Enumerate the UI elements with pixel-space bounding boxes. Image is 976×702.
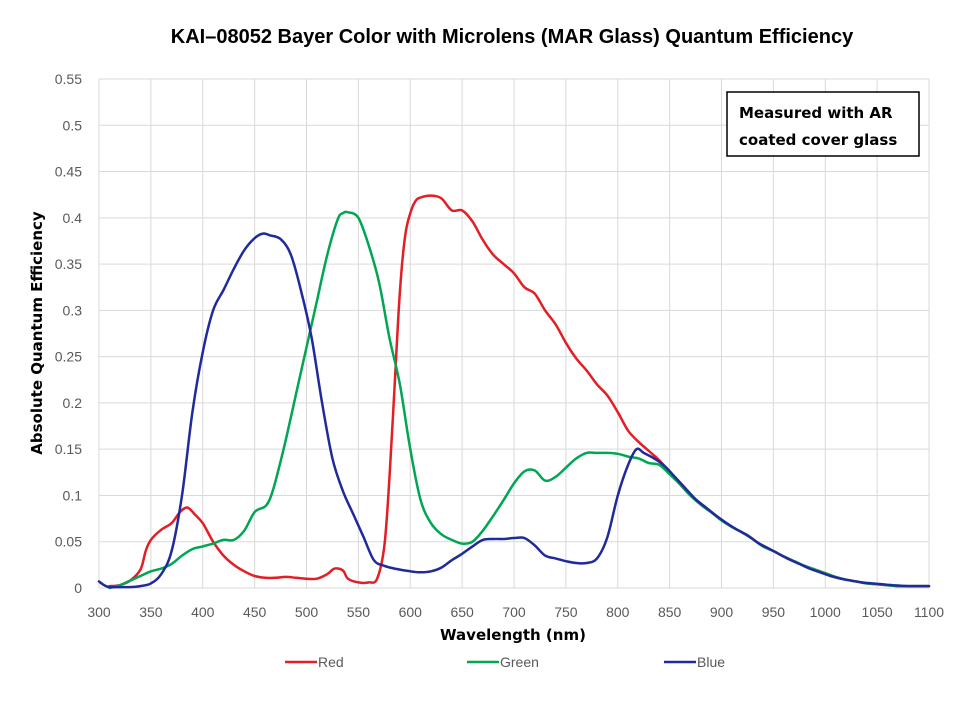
x-tick-label: 600 — [399, 604, 423, 620]
x-tick-label: 500 — [295, 604, 319, 620]
annotation-frame — [726, 91, 920, 157]
y-tick-label: 0.55 — [55, 71, 82, 87]
y-tick-label: 0.2 — [63, 395, 83, 411]
x-axis-title: Wavelength (nm) — [440, 626, 586, 644]
x-tick-label: 400 — [191, 604, 215, 620]
x-tick-label: 450 — [243, 604, 267, 620]
y-tick-labels: 0 0.05 0.1 0.15 0.2 0.25 0.3 0.35 0.4 0.45 0.5 0.55 — [55, 71, 82, 596]
x-tick-label: 950 — [762, 604, 786, 620]
x-tick-label: 900 — [710, 604, 734, 620]
y-tick-label: 0.45 — [55, 164, 82, 180]
legend-label-red: Red — [318, 654, 344, 670]
y-tick-label: 0.5 — [63, 117, 83, 133]
grid — [98, 78, 930, 589]
y-tick-label: 0 — [74, 580, 82, 596]
chart-title: KAI–08052 Bayer Color with Microlens (MA… — [171, 26, 854, 48]
x-tick-label: 700 — [502, 604, 526, 620]
x-tick-label: 850 — [658, 604, 682, 620]
x-tick-label: 1050 — [862, 604, 893, 620]
x-tick-label: 750 — [554, 604, 578, 620]
x-tick-label: 1100 — [914, 604, 944, 620]
legend-label-green: Green — [500, 654, 539, 670]
y-tick-label: 0.4 — [63, 210, 83, 226]
y-tick-label: 0.05 — [55, 534, 82, 550]
legend: Red Green Blue — [285, 654, 725, 670]
x-tick-label: 300 — [87, 604, 111, 620]
x-tick-label: 550 — [347, 604, 371, 620]
legend-label-blue: Blue — [697, 654, 725, 670]
x-tick-label: 800 — [606, 604, 630, 620]
x-tick-label: 350 — [139, 604, 163, 620]
x-tick-label: 1000 — [810, 604, 841, 620]
series-lines — [97, 194, 931, 590]
series-line-red — [108, 194, 931, 588]
x-tick-label: 650 — [450, 604, 474, 620]
y-tick-label: 0.3 — [63, 302, 83, 318]
y-tick-label: 0.15 — [55, 441, 82, 457]
series-line-blue — [97, 232, 931, 589]
series-line-green — [108, 210, 931, 590]
annotation-line-2: coated cover glass — [739, 131, 897, 149]
y-axis-title: Absolute Quantum Efficiency — [28, 211, 46, 455]
annotation-line-1: Measured with AR — [739, 104, 893, 122]
y-tick-label: 0.35 — [55, 256, 82, 272]
x-tick-labels: 300 350 400 450 500 550 600 650 700 750 800 850 900 9… — [87, 604, 944, 620]
y-tick-label: 0.25 — [55, 349, 82, 365]
annotation-box: Measured with AR coated cover glass — [726, 91, 920, 157]
y-tick-label: 0.1 — [63, 487, 83, 503]
